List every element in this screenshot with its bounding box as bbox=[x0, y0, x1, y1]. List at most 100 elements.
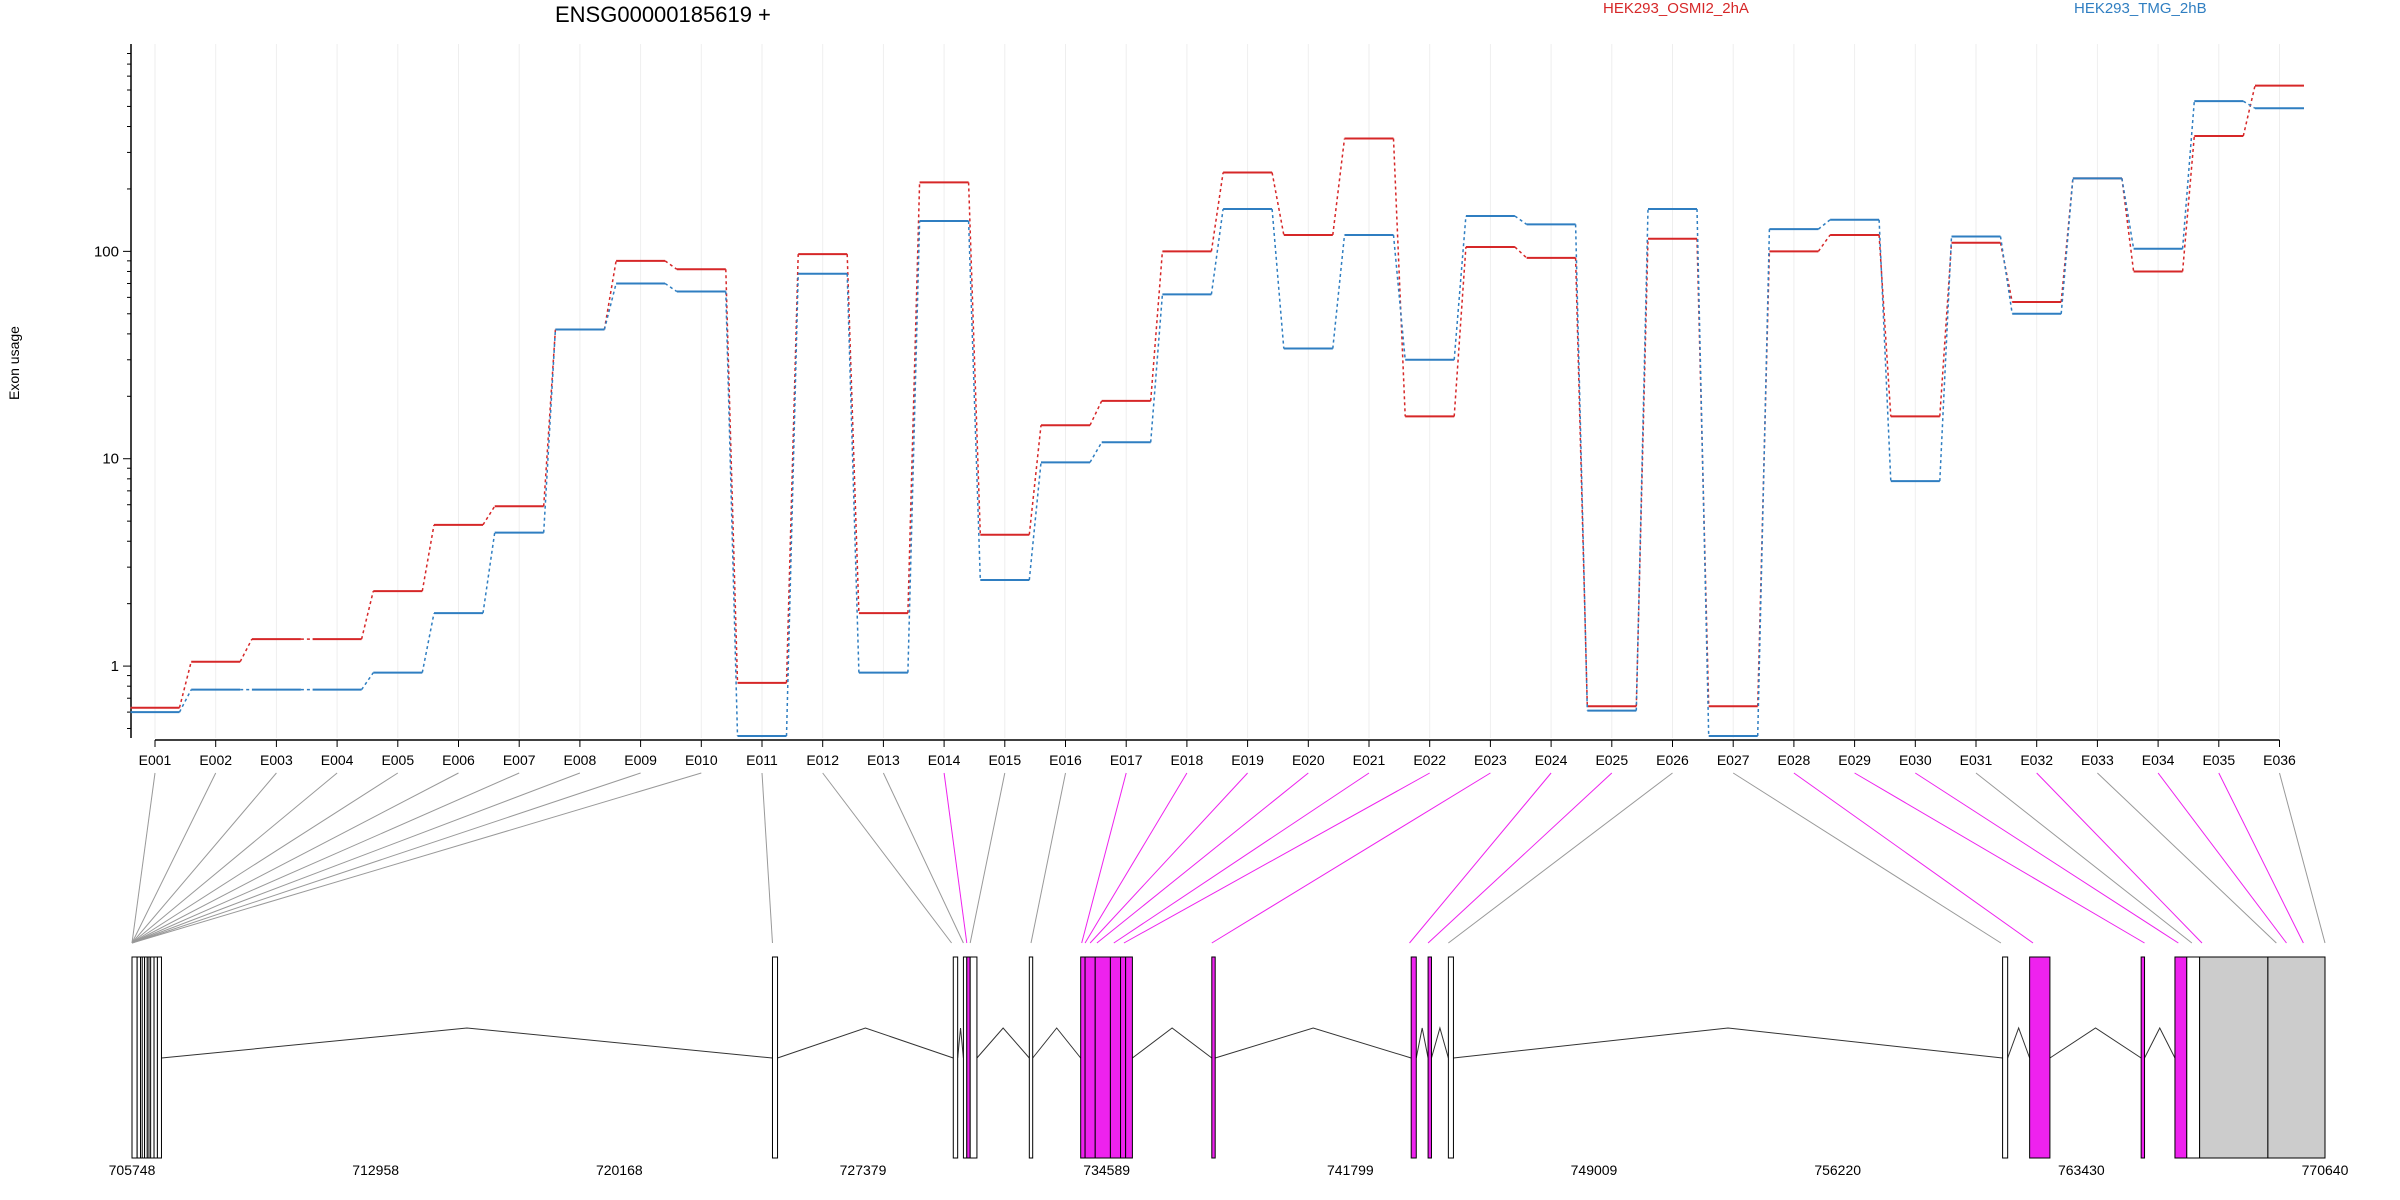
series-connector bbox=[1514, 246, 1528, 259]
y-axis: 1 10 100 bbox=[94, 44, 132, 738]
link-line-e004 bbox=[131, 772, 338, 944]
link-line-e002 bbox=[131, 772, 217, 944]
genomic-axis: 705748 712958 720168 727379 734589 741799 7490… bbox=[109, 1162, 2349, 1178]
intron-line bbox=[1215, 1027, 1412, 1059]
link-line-e008 bbox=[131, 772, 581, 944]
genomic-tick-label: 720168 bbox=[596, 1162, 643, 1178]
exon-box bbox=[1084, 956, 1096, 1159]
exon-box bbox=[1080, 956, 1086, 1159]
link-line-e025 bbox=[1427, 772, 1613, 944]
link-line-e033 bbox=[2097, 772, 2277, 944]
series-connector bbox=[421, 524, 435, 592]
series-connector bbox=[1453, 246, 1467, 417]
genomic-tick-label: 734589 bbox=[1083, 1162, 1130, 1178]
series-connector bbox=[1453, 215, 1467, 360]
series-connector bbox=[603, 260, 617, 330]
exon-box bbox=[1094, 956, 1111, 1159]
intron-line bbox=[957, 1027, 964, 1059]
link-line-e011 bbox=[761, 772, 773, 944]
exon-box bbox=[2199, 956, 2269, 1159]
y-tick-label: 100 bbox=[94, 243, 119, 260]
series-connector bbox=[1149, 251, 1164, 401]
link-line-e012 bbox=[822, 772, 952, 944]
series-connector bbox=[2181, 101, 2196, 249]
exon-box bbox=[131, 956, 138, 1159]
intron-line bbox=[1415, 1027, 1429, 1059]
exon-box bbox=[962, 956, 968, 1159]
series-connector bbox=[1392, 138, 1406, 417]
series-connector bbox=[967, 221, 982, 581]
x-tick-label-e017: E017 bbox=[1110, 752, 1143, 768]
x-tick-label-e004: E004 bbox=[321, 752, 354, 768]
series-connector bbox=[725, 269, 739, 683]
x-tick-label-e016: E016 bbox=[1049, 752, 1082, 768]
series-connector bbox=[1878, 219, 1892, 482]
series-connector bbox=[2181, 135, 2196, 272]
series-connector bbox=[482, 532, 496, 614]
exon-box bbox=[1028, 956, 1034, 1159]
x-tick-label-e024: E024 bbox=[1535, 752, 1568, 768]
link-line-e029 bbox=[1854, 772, 2145, 944]
x-tick-label-e012: E012 bbox=[806, 752, 839, 768]
link-line-e030 bbox=[1915, 772, 2179, 944]
x-tick-label-e011: E011 bbox=[746, 752, 778, 768]
exon-box bbox=[1125, 956, 1133, 1159]
series-connector bbox=[785, 254, 799, 683]
series-connector bbox=[1332, 234, 1346, 349]
genomic-tick-label: 712958 bbox=[352, 1162, 399, 1178]
series-connector bbox=[1028, 462, 1042, 581]
genomic-tick-label: 705748 bbox=[109, 1162, 156, 1178]
series-connector bbox=[542, 329, 557, 533]
series-connector bbox=[1514, 215, 1528, 225]
y-axis-label: Exon usage bbox=[6, 326, 22, 400]
series-connector bbox=[907, 221, 921, 673]
link-line-e014 bbox=[943, 772, 968, 944]
link-line-e015 bbox=[969, 772, 1006, 944]
link-line-e019 bbox=[1089, 772, 1248, 944]
series-connector bbox=[967, 182, 982, 535]
link-line-e022 bbox=[1123, 772, 1430, 944]
series-connector bbox=[482, 505, 496, 526]
series-connector bbox=[1756, 229, 1771, 737]
series-connector bbox=[1392, 234, 1406, 360]
x-tick-label-e001: E001 bbox=[139, 752, 172, 768]
link-line-e006 bbox=[131, 772, 459, 944]
x-tick-label-e036: E036 bbox=[2263, 752, 2296, 768]
x-tick-label-e006: E006 bbox=[442, 752, 475, 768]
y-tick-label: 1 bbox=[111, 658, 119, 675]
link-line-e016 bbox=[1030, 772, 1066, 944]
series-connector bbox=[2242, 85, 2256, 137]
x-tick-label-e009: E009 bbox=[624, 752, 657, 768]
intron-line bbox=[1132, 1027, 1213, 1059]
intron-line bbox=[2049, 1027, 2142, 1059]
series-connector bbox=[2242, 100, 2256, 109]
link-line-e027 bbox=[1732, 772, 2002, 944]
intron-line bbox=[2144, 1026, 2176, 1059]
series-connector bbox=[1878, 234, 1892, 417]
link-line-e023 bbox=[1211, 772, 1491, 944]
series-connector bbox=[1210, 172, 1224, 252]
link-line-e024 bbox=[1409, 772, 1552, 944]
link-line-e036 bbox=[2279, 772, 2326, 944]
x-tick-label-e005: E005 bbox=[381, 752, 414, 768]
genomic-tick-label: 756220 bbox=[1814, 1162, 1861, 1178]
intron-line bbox=[1453, 1027, 2003, 1059]
genomic-tick-label: 741799 bbox=[1327, 1162, 1374, 1178]
exon-box bbox=[1211, 956, 1216, 1159]
intron-line bbox=[777, 1027, 954, 1059]
series-connector bbox=[1149, 294, 1164, 443]
series-connector bbox=[846, 254, 860, 614]
link-line-e009 bbox=[131, 772, 641, 944]
x-tick-label-e002: E002 bbox=[199, 752, 232, 768]
exon-box bbox=[771, 956, 779, 1159]
gene-model bbox=[131, 956, 2326, 1159]
series-connector bbox=[1028, 425, 1042, 535]
link-line-e017 bbox=[1081, 772, 1127, 944]
series-connector bbox=[664, 282, 678, 293]
genomic-tick-label: 763430 bbox=[2058, 1162, 2105, 1178]
series-connector bbox=[178, 689, 192, 713]
link-line-e001 bbox=[131, 772, 156, 944]
exon-box bbox=[1447, 956, 1454, 1159]
series-connector bbox=[603, 283, 617, 330]
